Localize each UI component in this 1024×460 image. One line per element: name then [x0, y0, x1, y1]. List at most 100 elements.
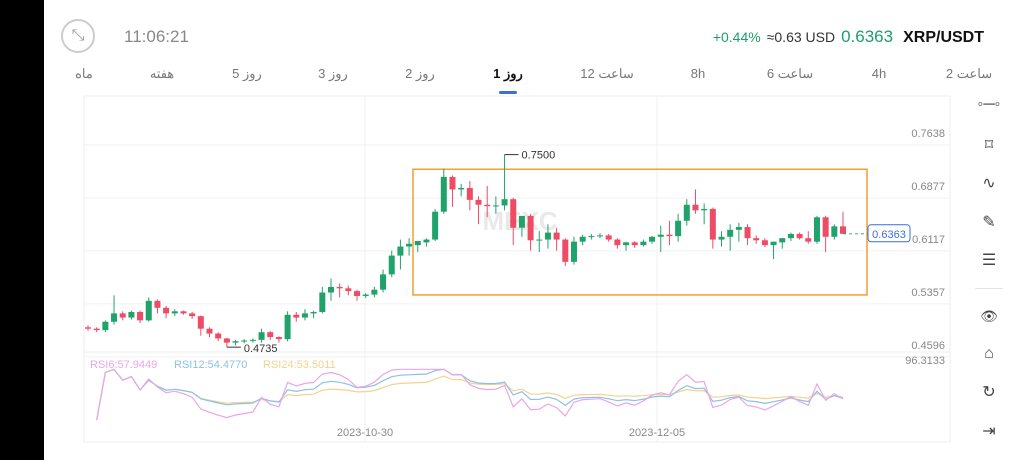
- candle-body: [362, 294, 369, 296]
- candle-body: [432, 211, 439, 240]
- timeframe-tab[interactable]: 2 روز: [405, 66, 435, 81]
- candle-body: [423, 239, 430, 243]
- usd-value: ≈0.63 USD: [766, 29, 836, 45]
- rsi6-legend: RSI6:57.9449: [90, 359, 157, 371]
- candle-body: [588, 236, 595, 238]
- candle-body: [128, 311, 135, 318]
- candle-body: [536, 239, 543, 241]
- candle-body: [397, 246, 404, 256]
- candle: [414, 240, 421, 253]
- candle-body: [137, 311, 144, 321]
- candle: [388, 250, 395, 278]
- candle-body: [579, 236, 586, 242]
- clear-brush-icon[interactable]: ⌂: [984, 345, 994, 362]
- candle-body: [570, 241, 577, 262]
- candle-body: [267, 332, 274, 338]
- shape-tool-icon[interactable]: ⌑: [984, 137, 994, 154]
- timeframe-tab[interactable]: 8h: [690, 66, 706, 81]
- candle: [640, 239, 647, 247]
- candle: [805, 231, 812, 244]
- toolbar-divider: [975, 288, 1003, 289]
- candle: [570, 236, 577, 265]
- candle-body: [692, 204, 699, 211]
- candle: [154, 299, 161, 314]
- range-box: [412, 168, 868, 296]
- candle: [327, 278, 334, 301]
- timeframe-tab[interactable]: 2 ساعت: [945, 66, 993, 81]
- line-tool-icon[interactable]: ◦─◦: [977, 96, 1001, 113]
- pencil-icon[interactable]: ✎: [982, 214, 996, 231]
- timeframe-tab[interactable]: 4h: [871, 66, 887, 81]
- candle: [206, 327, 213, 338]
- timeframe-tab[interactable]: هفته: [149, 66, 175, 81]
- candle: [701, 203, 708, 225]
- candle-body: [787, 233, 794, 239]
- candle: [492, 196, 499, 214]
- timeframe-tab[interactable]: 12 ساعت: [580, 66, 634, 81]
- candle: [553, 227, 560, 251]
- fib-wave-tool-icon[interactable]: ∿: [982, 175, 996, 192]
- candle: [787, 232, 794, 241]
- high-marker-label: 0.7500: [522, 150, 556, 162]
- candle-body: [310, 311, 317, 314]
- candle: [93, 327, 100, 333]
- candle-body: [336, 286, 343, 289]
- candle-body: [293, 314, 300, 318]
- candle-body: [284, 314, 291, 340]
- candle-body: [145, 300, 152, 321]
- rsi24-legend: RSI24:53.5011: [263, 359, 336, 371]
- candle-body: [223, 338, 230, 343]
- candle-body: [683, 204, 690, 221]
- pair-name[interactable]: XRP/USDT: [903, 29, 984, 46]
- candle: [223, 337, 230, 348]
- candle-body: [701, 208, 708, 211]
- rsi6-line: [96, 368, 844, 421]
- candle: [119, 311, 126, 321]
- collapse-arrows-icon: ⤡: [71, 27, 85, 44]
- candle: [275, 336, 282, 343]
- candle-body: [675, 220, 682, 237]
- candle: [614, 238, 621, 249]
- candle-body: [380, 274, 387, 290]
- candle-body: [215, 333, 222, 339]
- candle-body: [709, 208, 716, 240]
- candle: [779, 238, 786, 249]
- candle: [735, 222, 742, 242]
- collapse-button[interactable]: ⤡: [61, 19, 95, 53]
- rsi24-line: [96, 368, 844, 421]
- timeframe-tab[interactable]: 3 روز: [318, 66, 348, 81]
- candle: [822, 215, 829, 253]
- price-tick-label: 0.6117: [912, 234, 945, 246]
- exit-icon[interactable]: ⇥: [982, 423, 996, 440]
- reset-icon[interactable]: ↻: [982, 384, 996, 401]
- candle: [171, 309, 178, 317]
- candle-body: [597, 235, 604, 237]
- timeframe-tab[interactable]: 1 روز: [493, 66, 523, 81]
- candle: [128, 310, 135, 320]
- candle-body: [301, 313, 308, 318]
- candle-body: [275, 337, 282, 340]
- candle: [440, 168, 447, 214]
- candle-body: [466, 188, 473, 200]
- rsi12-legend: RSI12:54.4770: [174, 359, 247, 371]
- timeframe-tab[interactable]: 6 ساعت: [766, 66, 814, 81]
- candle-body: [553, 232, 560, 240]
- candle-body: [102, 321, 109, 331]
- candle-body: [805, 238, 812, 242]
- candle-body: [206, 328, 213, 334]
- candle: [770, 241, 777, 260]
- candle-body: [510, 199, 517, 228]
- candle-body: [744, 227, 751, 239]
- candle-body: [631, 242, 638, 246]
- candle: [631, 240, 638, 248]
- candle-body: [796, 233, 803, 239]
- chart-screen: [44, 0, 1024, 460]
- candle-body: [718, 236, 725, 240]
- timeframe-tab[interactable]: 5 روز: [232, 66, 262, 81]
- timeframe-tab[interactable]: ماه: [75, 66, 93, 81]
- indicator-settings-icon[interactable]: ☰: [981, 252, 997, 269]
- eye-icon[interactable]: 👁: [980, 307, 998, 324]
- candle-body: [258, 332, 265, 340]
- candle: [189, 311, 196, 319]
